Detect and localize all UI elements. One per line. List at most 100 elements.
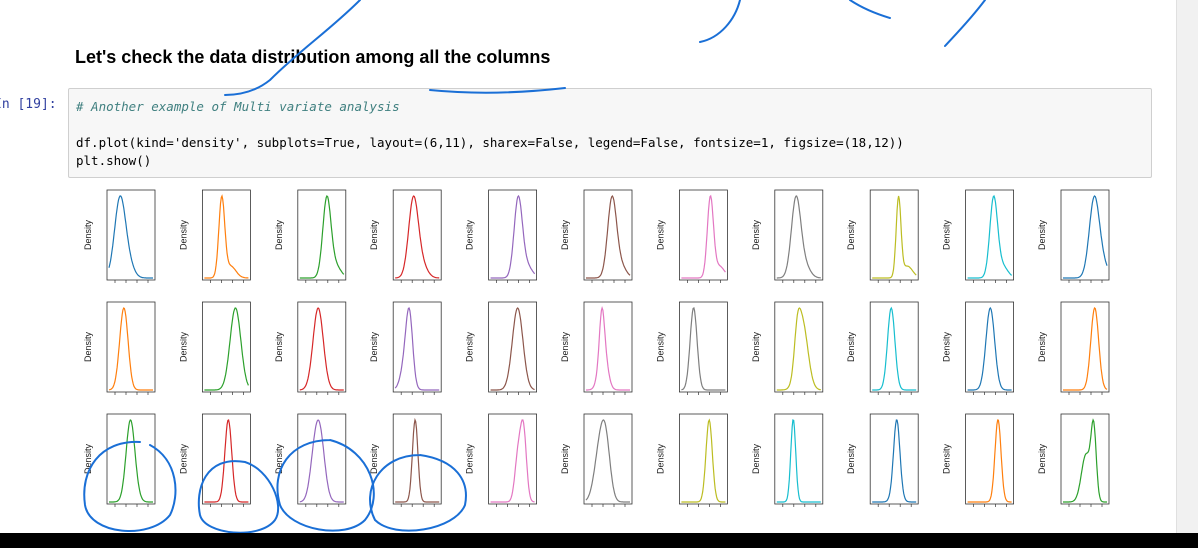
subplot-ylabel: Density: [178, 219, 188, 250]
code-line: plt.show(): [76, 153, 152, 168]
subplot: Density: [1037, 301, 1110, 395]
subplot: Density: [465, 189, 538, 283]
subplot-frame: [201, 189, 251, 281]
subplot-frame: [106, 301, 156, 393]
density-curve: [299, 307, 344, 391]
density-curve: [967, 306, 1012, 391]
subplot-frame: [392, 189, 442, 281]
density-curve: [586, 194, 631, 279]
subplot-frame: [583, 301, 633, 393]
subplot-ylabel: Density: [274, 219, 284, 250]
subplot-ylabel: Density: [369, 219, 379, 250]
subplot-ylabel: Density: [942, 331, 952, 362]
subplot-ylabel: Density: [846, 219, 856, 250]
subplot-frame: [297, 413, 347, 505]
subplot: Density: [942, 189, 1014, 283]
subplot-ylabel: Density: [942, 219, 952, 250]
density-curve: [681, 307, 726, 391]
density-curve: [872, 195, 917, 279]
subplot: Density: [942, 301, 1014, 395]
subplot-frame: [106, 189, 156, 281]
density-curve: [967, 194, 1013, 279]
subplot-ylabel: Density: [1037, 331, 1047, 362]
subplot-ylabel: Density: [846, 443, 856, 474]
code-line: # Another example of Multi variate analy…: [76, 99, 400, 114]
output-plots: Density Density Density Density Density Densi…: [83, 189, 1110, 507]
subplot: Density: [1037, 413, 1110, 507]
subplot-frame: [965, 301, 1014, 393]
subplot-ylabel: Density: [751, 331, 761, 362]
subplot: Density: [369, 413, 442, 507]
subplot-ylabel: Density: [465, 443, 475, 474]
density-curve: [776, 419, 821, 503]
subplot-ylabel: Density: [369, 331, 379, 362]
subplot-ylabel: Density: [83, 443, 93, 474]
density-curve: [776, 307, 821, 391]
subplot-frame: [488, 301, 538, 393]
subplot: Density: [274, 413, 347, 507]
subplot-frame: [106, 413, 156, 505]
code-line: df.plot(kind='density', subplots=True, l…: [76, 135, 904, 150]
subplot: Density: [751, 301, 824, 395]
density-curve: [108, 307, 153, 391]
subplot: Density: [274, 301, 347, 395]
subplot: Density: [751, 413, 824, 507]
subplot-frame: [392, 301, 442, 393]
subplot-frame: [774, 301, 824, 393]
subplot-ylabel: Density: [83, 331, 93, 362]
subplot-ylabel: Density: [942, 443, 952, 474]
subplot: Density: [560, 189, 633, 283]
subplot: Density: [560, 301, 633, 395]
subplot-ylabel: Density: [178, 331, 188, 362]
subplot: Density: [751, 189, 824, 283]
subplot: Density: [655, 413, 728, 507]
subplot-frame: [869, 413, 919, 505]
subplot-ylabel: Density: [846, 331, 856, 362]
density-curve: [776, 195, 821, 279]
subplot-ylabel: Density: [369, 443, 379, 474]
scrollbar[interactable]: [1176, 0, 1198, 548]
subplot: Density: [846, 301, 919, 395]
subplot: Density: [1037, 189, 1110, 283]
subplot-ylabel: Density: [655, 331, 665, 362]
subplot-ylabel: Density: [83, 219, 93, 250]
subplot-ylabel: Density: [655, 219, 665, 250]
density-curve: [395, 195, 440, 279]
subplot-frame: [1060, 413, 1110, 505]
subplot: Density: [846, 413, 919, 507]
subplot: Density: [560, 413, 633, 507]
subplot-ylabel: Density: [751, 219, 761, 250]
subplot-ylabel: Density: [560, 219, 570, 250]
subplot: Density: [178, 189, 251, 283]
subplot-frame: [583, 413, 633, 505]
subplot-ylabel: Density: [178, 443, 188, 474]
density-curve: [490, 307, 535, 391]
density-curve: [1063, 307, 1108, 391]
density-curve: [585, 419, 630, 503]
cell-prompt: In [19]:: [0, 97, 57, 112]
subplot-frame: [1060, 301, 1110, 393]
subplot: Density: [369, 189, 442, 283]
subplot-ylabel: Density: [560, 331, 570, 362]
subplot-ylabel: Density: [465, 331, 475, 362]
code-cell[interactable]: # Another example of Multi variate analy…: [68, 88, 1152, 178]
density-curve: [1063, 195, 1108, 279]
subplot: Density: [369, 301, 442, 395]
density-curve: [872, 306, 917, 391]
density-curve: [490, 194, 536, 279]
subplot-frame: [965, 413, 1014, 505]
subplot-ylabel: Density: [560, 443, 570, 474]
density-curve: [204, 307, 249, 391]
subplot-ylabel: Density: [1037, 443, 1047, 474]
subplot: Density: [846, 189, 919, 283]
density-curve: [299, 194, 345, 279]
subplot-frame: [488, 189, 538, 281]
subplot: Density: [178, 301, 251, 395]
subplot: Density: [465, 301, 538, 395]
subplot-ylabel: Density: [751, 443, 761, 474]
density-curve: [872, 419, 917, 503]
density-curve: [681, 194, 726, 279]
subplot-frame: [392, 413, 442, 505]
density-curve: [967, 419, 1012, 503]
subplot: Density: [655, 189, 728, 283]
